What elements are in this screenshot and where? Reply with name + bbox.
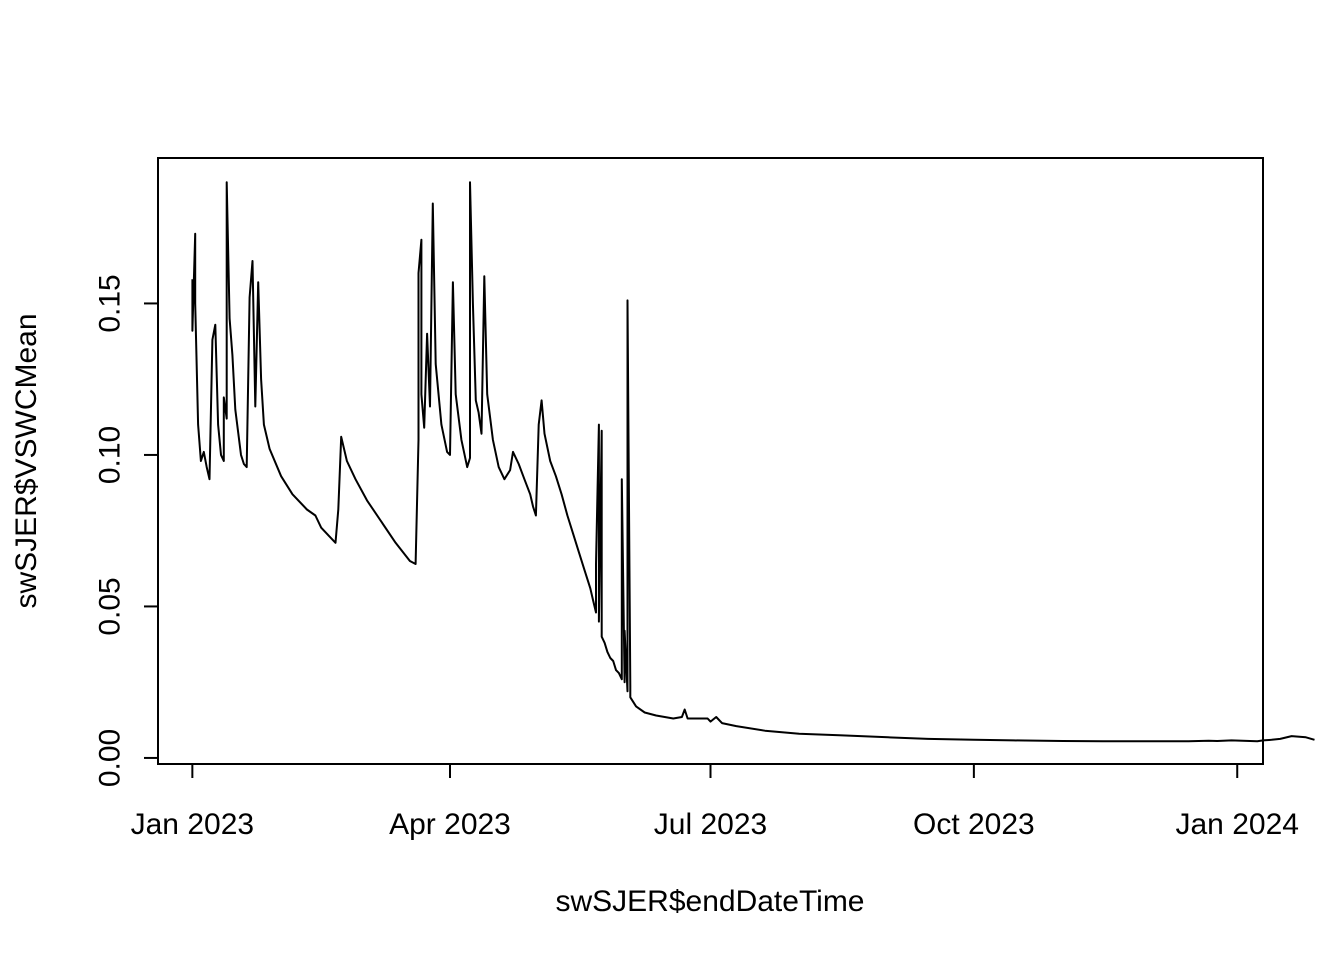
y-tick-label: 0.15	[94, 274, 127, 332]
x-tick-label: Apr 2023	[389, 808, 511, 841]
series-layer	[191, 181, 1315, 743]
y-tick-label: 0.10	[94, 426, 127, 484]
x-tick-label: Jan 2024	[1176, 808, 1299, 841]
series-line	[191, 181, 1315, 743]
y-tick-label: 0.00	[94, 729, 127, 787]
x-tick-label: Oct 2023	[913, 808, 1035, 841]
y-tick-label: 0.05	[94, 577, 127, 635]
x-axis: Jan 2023 Apr 2023 Jul 2023 Oct 2023 Jan 2024	[131, 763, 1299, 841]
x-tick-label: Jul 2023	[654, 808, 767, 841]
y-axis: 0.00 0.05 0.10 0.15	[94, 274, 159, 787]
y-axis-label: swSJER$VSWCMean	[10, 313, 43, 608]
x-tick-label: Jan 2023	[131, 808, 254, 841]
x-axis-label: swSJER$endDateTime	[555, 885, 864, 918]
